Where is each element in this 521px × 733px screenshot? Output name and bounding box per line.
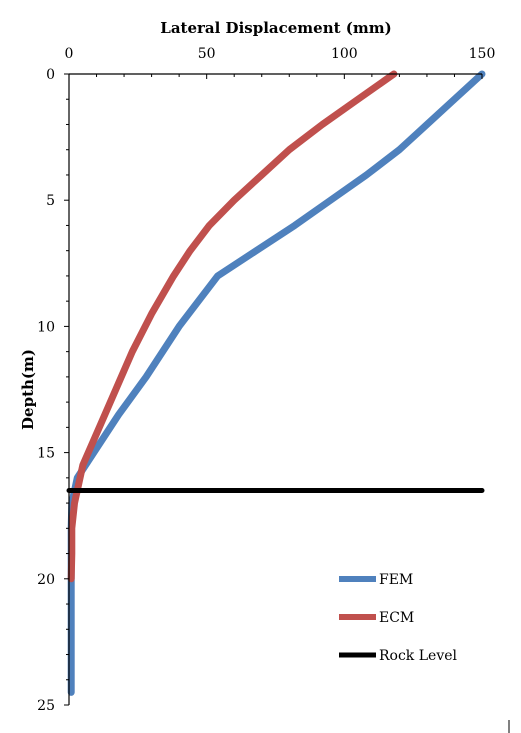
- x-ticks: 0 50 100 150: [65, 46, 496, 79]
- y-tick-label: 5: [46, 193, 55, 209]
- y-axis-label: Depth(m): [19, 349, 37, 430]
- x-tick-label: 0: [65, 46, 74, 62]
- series-layer: [66, 70, 486, 696]
- y-tick-label: 20: [37, 572, 55, 588]
- series-line-ecm: [67, 70, 398, 583]
- x-axis-label: Lateral Displacement (mm): [160, 19, 391, 37]
- x-tick-label: 100: [331, 46, 358, 62]
- y-tick-label: 25: [37, 698, 55, 714]
- legend-label: FEM: [379, 572, 413, 588]
- y-ticks: 0 5 10 15 20 25: [37, 67, 69, 714]
- y-tick-label: 15: [37, 446, 55, 462]
- y-tick-label: 10: [37, 319, 55, 335]
- x-tick-label: 150: [469, 46, 496, 62]
- legend-label: ECM: [379, 610, 414, 626]
- y-tick-label: 0: [46, 67, 55, 83]
- series-line-fem: [67, 70, 486, 696]
- legend: FEM ECM Rock Level: [339, 572, 458, 664]
- x-tick-label: 50: [198, 46, 216, 62]
- legend-label: Rock Level: [379, 648, 458, 664]
